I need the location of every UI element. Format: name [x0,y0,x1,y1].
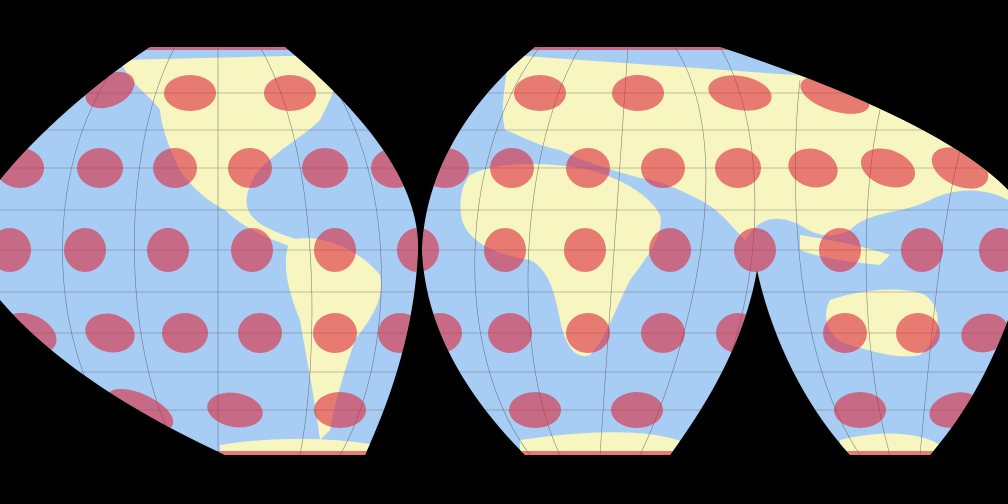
indicatrix [788,148,838,188]
indicatrix [313,313,357,353]
indicatrix [641,148,685,188]
indicatrix [302,148,348,188]
indicatrix [823,313,867,353]
row-3 [0,228,1008,272]
indicatrix [397,228,439,272]
indicatrix [162,313,208,353]
globe [0,47,1008,455]
indicatrix [509,392,561,428]
indicatrix [961,313,1008,353]
indicatrix [484,228,526,272]
indicatrix [147,228,189,272]
indicatrix [514,75,566,111]
indicatrix [314,228,356,272]
indicatrix [566,148,610,188]
meridian [62,47,961,455]
indicatrix [901,228,943,272]
indicatrix [566,313,610,353]
indicatrix [612,75,664,111]
indicatrix [819,228,861,272]
africa [460,163,661,356]
row-2 [0,147,989,189]
row-5 [106,388,981,432]
indicatrix [715,148,761,188]
indicatrix [734,228,776,272]
indicatrix [238,313,282,353]
indicatrix [231,228,273,272]
indicatrix [207,392,263,428]
indicatrix [264,75,316,111]
indicatrix [314,392,366,428]
indicatrix [64,228,106,272]
graticule [0,47,1008,455]
indicatrix [564,228,606,272]
indicatrix [490,148,534,188]
indicatrix [979,228,1008,272]
indicatrix [488,313,532,353]
indicatrix [0,228,31,272]
indicatrix [77,148,123,188]
indicatrix [834,392,886,428]
indicatrix [641,313,685,353]
tissot-indicatrices [0,47,1008,455]
indicatrix [164,75,216,111]
indicatrix [708,75,772,111]
indicatrix [896,313,940,353]
indicatrix [649,228,691,272]
indicatrix [153,148,197,188]
indicatrix [860,148,916,188]
indicatrix [611,392,663,428]
indicatrix [85,313,135,353]
indicatrix [228,148,272,188]
